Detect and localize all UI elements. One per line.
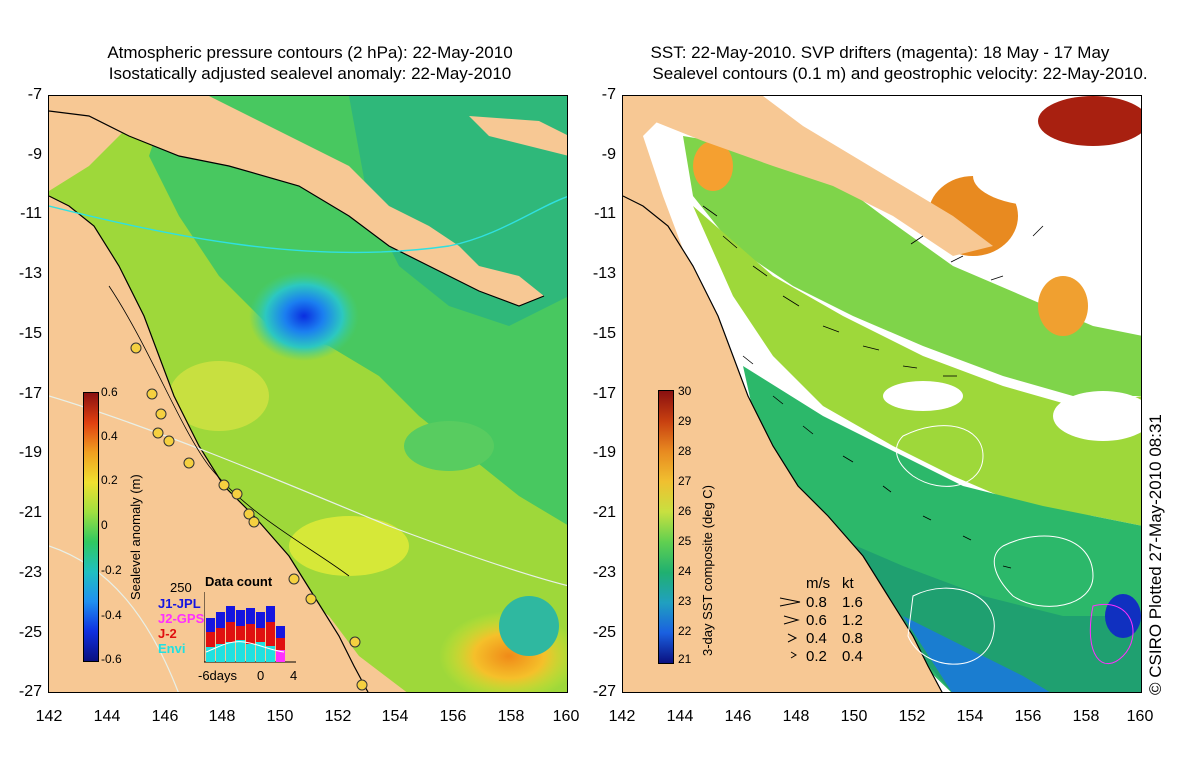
lat-tick-right: -23 — [592, 564, 616, 581]
velocity-legend-kt-header: kt — [842, 575, 854, 592]
sst-tick: 28 — [678, 444, 692, 458]
right-title-line2: Sealevel contours (0.1 m) and geostrophi… — [652, 64, 1148, 83]
data-count-xtick: -6days — [198, 668, 238, 683]
lon-tick-left: 148 — [208, 708, 236, 725]
lon-tick-right: 144 — [666, 708, 694, 725]
sealevel-colorbar-label: Sealevel anomaly (m) — [128, 474, 143, 600]
lon-tick-right: 152 — [898, 708, 926, 725]
sealevel-map-graphic — [49, 96, 567, 692]
lat-tick-right: -19 — [592, 444, 616, 461]
sealevel-tick: -0.4 — [101, 608, 122, 622]
lat-tick-left: -23 — [18, 564, 42, 581]
lat-tick-right: -15 — [592, 325, 616, 342]
lat-tick-left: -15 — [18, 325, 42, 342]
lat-tick-left: -19 — [18, 444, 42, 461]
sst-colorbar — [658, 390, 674, 664]
sst-tick: 27 — [678, 474, 692, 488]
data-count-max: 250 — [170, 580, 192, 595]
sst-tick: 25 — [678, 534, 692, 548]
sst-colorbar-label: 3-day SST composite (deg C) — [700, 485, 715, 656]
lon-tick-right: 158 — [1072, 708, 1100, 725]
lat-tick-right: -11 — [594, 205, 616, 222]
velocity-legend-kt: 1.2 — [842, 612, 863, 629]
lon-tick-right: 142 — [608, 708, 636, 725]
sst-tick: 30 — [678, 384, 692, 398]
lon-tick-right: 150 — [840, 708, 868, 725]
lon-tick-left: 144 — [93, 708, 121, 725]
lon-tick-right: 156 — [1014, 708, 1042, 725]
left-title-line1: Atmospheric pressure contours (2 hPa): 2… — [107, 43, 513, 62]
lon-tick-left: 158 — [497, 708, 525, 725]
sst-map-graphic — [623, 96, 1141, 692]
lat-tick-right: -21 — [592, 504, 616, 521]
lat-tick-left: -17 — [18, 385, 42, 402]
sst-tick: 22 — [678, 624, 692, 638]
data-count-title: Data count — [205, 574, 273, 589]
lat-tick-left: -11 — [20, 205, 42, 222]
data-count-histogram — [204, 592, 296, 663]
velocity-legend-ms: 0.4 — [806, 630, 827, 647]
data-count-legend-j2: J-2 — [158, 626, 177, 641]
lon-tick-left: 150 — [266, 708, 294, 725]
sealevel-colorbar — [83, 392, 99, 662]
lon-tick-right: 160 — [1126, 708, 1154, 725]
lon-tick-left: 142 — [35, 708, 63, 725]
sst-tick: 21 — [678, 652, 692, 666]
lat-tick-right: -25 — [592, 624, 616, 641]
sst-map — [622, 95, 1142, 693]
lat-tick-right: -13 — [592, 265, 616, 282]
sst-tick: 23 — [678, 594, 692, 608]
sealevel-anomaly-map — [48, 95, 568, 693]
sst-tick: 24 — [678, 564, 692, 578]
lat-tick-left: -25 — [18, 624, 42, 641]
right-title-line1: SST: 22-May-2010. SVP drifters (magenta)… — [650, 43, 1110, 62]
velocity-legend-kt: 0.8 — [842, 630, 863, 647]
data-count-legend-j2gps: J2-GPS — [158, 611, 205, 626]
sealevel-tick: -0.2 — [101, 563, 122, 577]
velocity-legend-kt: 1.6 — [842, 594, 863, 611]
sealevel-tick: 0.6 — [101, 385, 118, 399]
sealevel-tick: 0 — [101, 518, 108, 532]
lat-tick-left: -7 — [27, 86, 42, 103]
velocity-legend-ms: 0.8 — [806, 594, 827, 611]
velocity-legend-ms: 0.2 — [806, 648, 827, 665]
sealevel-tick: 0.2 — [101, 473, 118, 487]
lat-tick-right: -9 — [601, 146, 616, 163]
lat-tick-right: -27 — [592, 683, 616, 700]
data-count-xtick: 0 — [257, 668, 265, 683]
lon-tick-left: 154 — [381, 708, 409, 725]
velocity-legend-ms-header: m/s — [806, 575, 831, 592]
lat-tick-left: -27 — [18, 683, 42, 700]
lat-tick-right: -7 — [601, 86, 616, 103]
data-count-xtick: 4 — [290, 668, 298, 683]
velocity-legend-kt: 0.4 — [842, 648, 863, 665]
data-count-legend-j1: J1-JPL — [158, 596, 201, 611]
lat-tick-left: -21 — [18, 504, 42, 521]
sst-tick: 26 — [678, 504, 692, 518]
lon-tick-right: 148 — [782, 708, 810, 725]
sst-tick: 29 — [678, 414, 692, 428]
copyright-plotted: © CSIRO Plotted 27-May-2010 08:31 — [1146, 414, 1165, 695]
lon-tick-left: 146 — [151, 708, 179, 725]
sealevel-tick: 0.4 — [101, 429, 118, 443]
lon-tick-left: 160 — [552, 708, 580, 725]
left-title-line2: Isostatically adjusted sealevel anomaly:… — [108, 64, 512, 83]
lat-tick-left: -13 — [18, 265, 42, 282]
lat-tick-left: -9 — [27, 146, 42, 163]
lon-tick-right: 146 — [724, 708, 752, 725]
lon-tick-left: 156 — [439, 708, 467, 725]
sealevel-tick: -0.6 — [101, 652, 122, 666]
lon-tick-left: 152 — [324, 708, 352, 725]
velocity-legend-arrows — [779, 597, 801, 659]
lon-tick-right: 154 — [956, 708, 984, 725]
velocity-legend-ms: 0.6 — [806, 612, 827, 629]
data-count-legend-envi: Envi — [158, 641, 186, 656]
lat-tick-right: -17 — [592, 385, 616, 402]
